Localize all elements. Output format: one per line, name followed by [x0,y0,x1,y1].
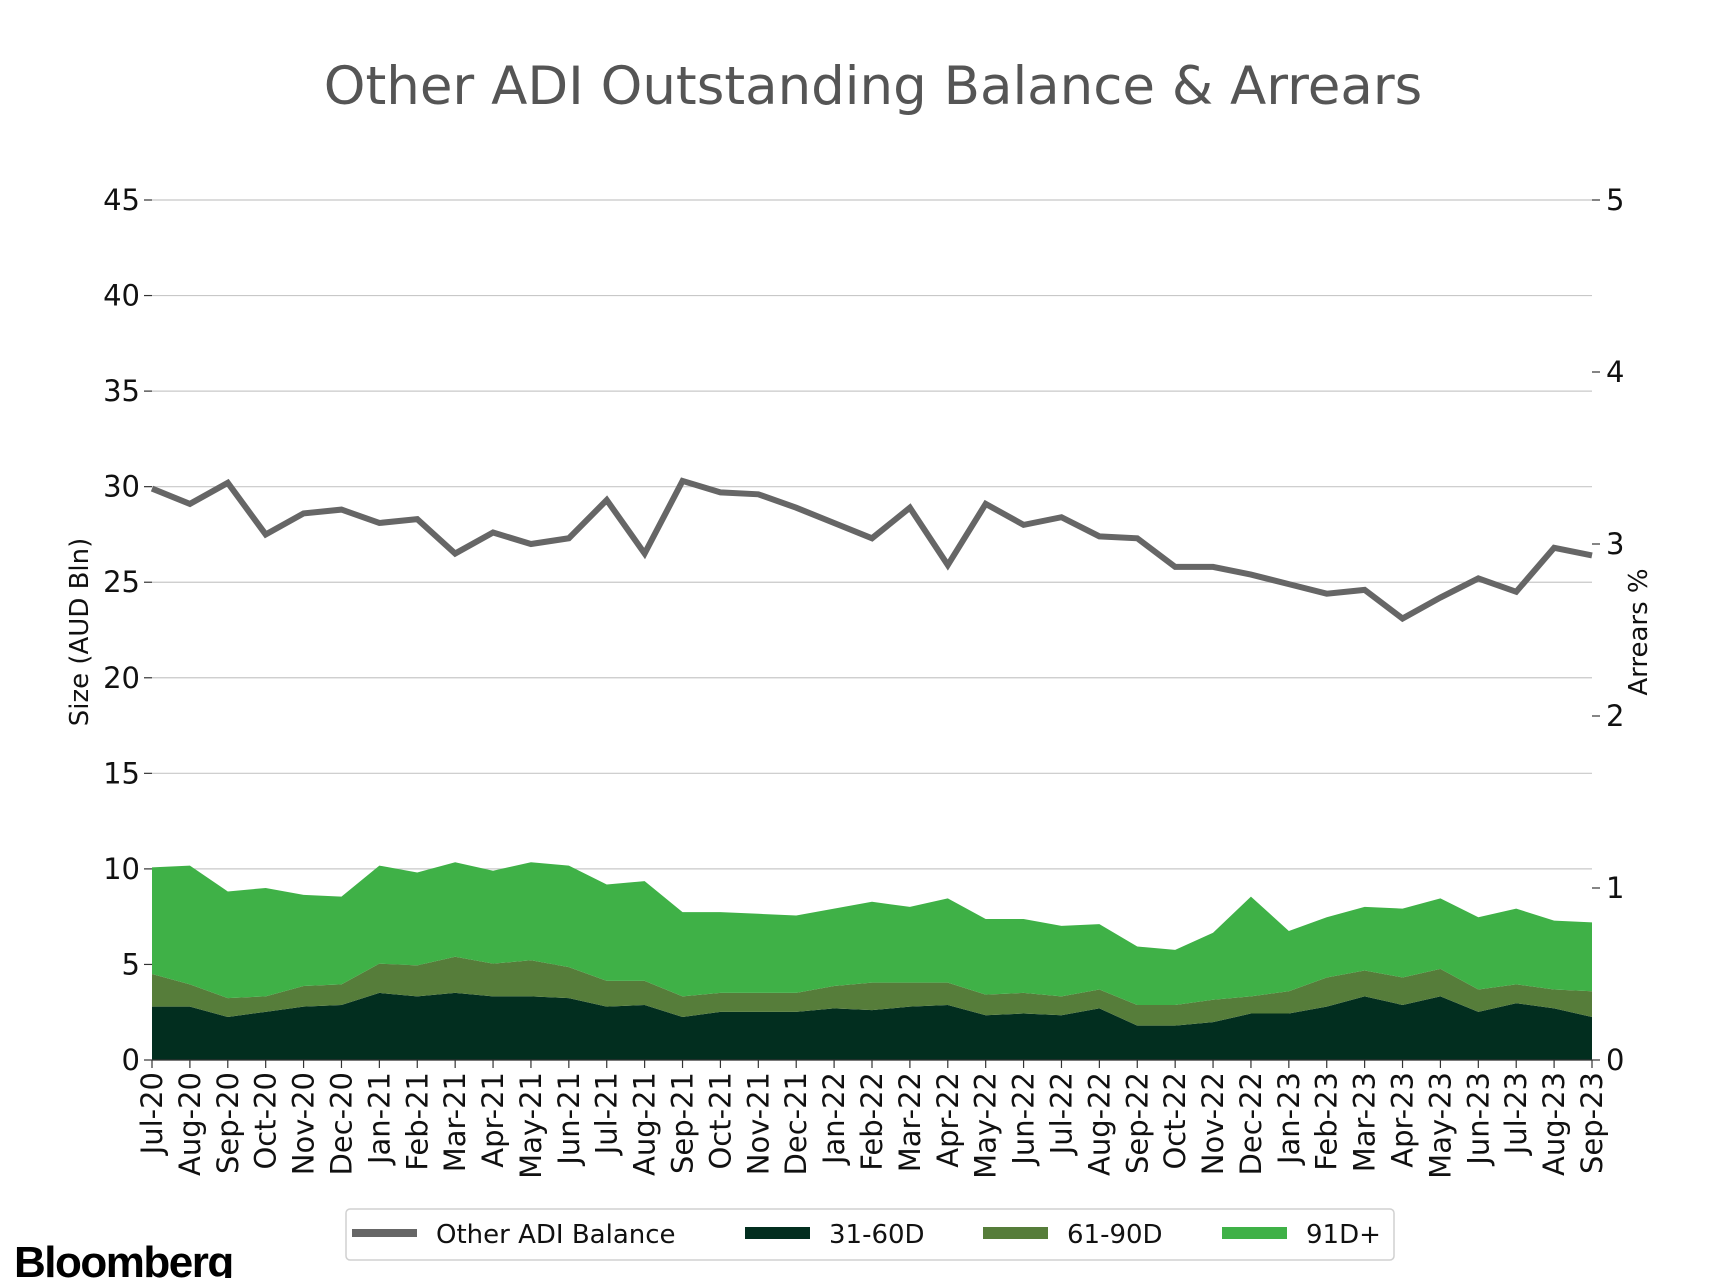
x-tick-label: Apr-21 [476,1072,510,1168]
x-tick-label: May-22 [969,1072,1003,1179]
y-left-tick-label: 35 [103,374,140,408]
x-tick-label: Aug-21 [628,1072,662,1176]
legend-label: Other ADI Balance [436,1220,676,1250]
x-tick-label: Oct-22 [1158,1072,1192,1170]
y-left-tick-label: 45 [103,183,140,217]
legend: Other ADI Balance 31-60D 61-90D 91D+ [345,1208,1395,1261]
x-tick-label: Feb-22 [855,1072,889,1171]
x-tick-label: Jan-23 [1272,1072,1306,1166]
stacked-areas [152,862,1592,1060]
legend-item: 61-90D [983,1220,1163,1250]
y-left-tick-label: 10 [103,852,140,886]
y-axis-right-label: Arrears % [1624,568,1654,695]
x-tick-label: May-21 [514,1072,548,1179]
x-tick-label: Sep-20 [211,1072,245,1174]
balance-line-layer [150,477,1593,623]
y-left-tick-label: 25 [103,565,140,599]
x-tick-label: Nov-20 [287,1072,321,1175]
y-right-tick-label: 1 [1606,871,1624,905]
legend-item: 31-60D [745,1220,925,1250]
x-tick-label: Dec-22 [1234,1072,1268,1175]
x-tick-label: Jul-20 [135,1072,169,1156]
legend-item: Other ADI Balance [352,1220,676,1250]
y-left-tick-label: 15 [103,756,140,790]
area-series-61-90d [152,956,1592,1026]
x-tick-label: Mar-21 [438,1072,472,1172]
legend-label: 31-60D [829,1220,925,1250]
x-tick-label: Jun-23 [1461,1072,1495,1167]
x-tick-label: Oct-21 [703,1072,737,1170]
y-right-tick-label: 0 [1606,1043,1624,1077]
x-tick-label: Feb-21 [400,1072,434,1171]
x-tick-label: Feb-23 [1310,1072,1344,1171]
x-tick-label: Jan-22 [817,1072,851,1166]
y-left-tick-label: 30 [103,470,140,504]
x-tick-label: Apr-22 [931,1072,965,1168]
line-series-other-adi-balance [150,477,1593,623]
y-left-tick-label: 40 [103,279,140,313]
x-tick-label: Sep-22 [1120,1072,1154,1174]
area-series-91d- [152,862,1592,1005]
x-tick-label: Sep-23 [1575,1072,1609,1174]
x-tick-label: Aug-22 [1082,1072,1116,1176]
area-series-31-60d [152,992,1592,1060]
x-tick-label: Jul-23 [1499,1072,1533,1156]
x-tick-label: Dec-21 [779,1072,813,1175]
x-tick-label: Jul-21 [590,1072,624,1156]
x-tick-label: Oct-20 [249,1072,283,1170]
x-tick-label: May-23 [1423,1072,1457,1179]
y-right-tick-label: 5 [1606,183,1624,217]
x-tick-label: Apr-23 [1386,1072,1420,1168]
y-left-tick-label: 5 [122,947,140,981]
x-tick-label: Aug-23 [1537,1072,1571,1176]
x-tick-label: Mar-22 [893,1072,927,1172]
x-tick-label: Jun-22 [1007,1072,1041,1167]
x-tick-label: Jun-21 [552,1072,586,1167]
legend-item: 91D+ [1222,1220,1381,1250]
x-tick-label: Jan-21 [362,1072,396,1166]
y-left-tick-label: 20 [103,661,140,695]
y-right-tick-label: 4 [1606,355,1624,389]
chart-title: Other ADI Outstanding Balance & Arrears [324,56,1423,117]
x-tick-label: Mar-23 [1348,1072,1382,1172]
legend-label: 61-90D [1067,1220,1163,1250]
y-right-tick-label: 2 [1606,699,1624,733]
y-axis-left-label: Size (AUD Bln) [65,538,95,727]
legend-label: 91D+ [1306,1220,1381,1250]
x-tick-label: Dec-20 [324,1072,358,1175]
x-tick-label: Sep-21 [666,1072,700,1174]
x-tick-label: Nov-22 [1196,1072,1230,1175]
y-right-tick-label: 3 [1606,527,1624,561]
bloomberg-logo: Bloomberg [14,1238,233,1278]
x-tick-label: Aug-20 [173,1072,207,1176]
y-left-tick-label: 0 [122,1043,140,1077]
x-tick-label: Jul-22 [1044,1072,1078,1156]
x-tick-label: Nov-21 [741,1072,775,1175]
axes [144,199,1600,1068]
legend-box [345,1208,1395,1261]
